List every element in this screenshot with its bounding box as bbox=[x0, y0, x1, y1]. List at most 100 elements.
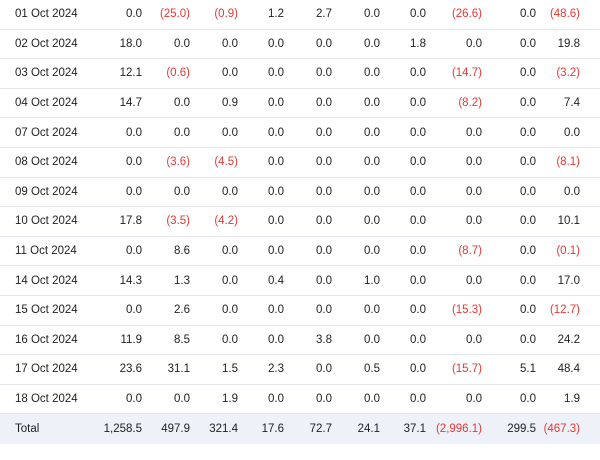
table-cell: 31.1 bbox=[167, 363, 190, 376]
table-cell: 0.0 bbox=[316, 37, 332, 50]
table-cell: 1.9 bbox=[222, 393, 238, 406]
table-row: 03 Oct 2024 12.1 (0.6) 0.0 0.0 0.0 0.0 0.0 (14.7… bbox=[0, 59, 600, 89]
table-cell: 0.0 bbox=[520, 215, 536, 228]
table-cell: 0.0 bbox=[410, 185, 426, 198]
table-row: 07 Oct 2024 0.0 0.0 0.0 0.0 0.0 0.0 0.0 0.0 0.0 0.… bbox=[0, 118, 600, 148]
table-cell: 0.0 bbox=[364, 156, 380, 169]
table-cell: (4.5) bbox=[214, 156, 238, 169]
table-cell: 0.0 bbox=[268, 37, 284, 50]
table-row: 04 Oct 2024 14.7 0.0 0.9 0.0 0.0 0.0 0.0 (8.2) 0.… bbox=[0, 89, 600, 119]
table-cell: 0.0 bbox=[410, 97, 426, 110]
row-date: 10 Oct 2024 bbox=[15, 215, 78, 228]
table-cell: 0.0 bbox=[316, 67, 332, 80]
table-cell: 0.0 bbox=[126, 185, 142, 198]
table-cell: 0.0 bbox=[466, 185, 482, 198]
table-cell: 0.0 bbox=[410, 245, 426, 258]
table-cell: 1.3 bbox=[174, 274, 190, 287]
table-cell: 0.0 bbox=[222, 67, 238, 80]
table-cell: 0.0 bbox=[520, 274, 536, 287]
total-cell: 1,258.5 bbox=[103, 423, 142, 436]
table-row: 01 Oct 2024 0.0 (25.0) (0.9) 1.2 2.7 0.0 0.0 (26… bbox=[0, 0, 600, 30]
table-cell: 0.0 bbox=[268, 126, 284, 139]
table-cell: 0.0 bbox=[520, 126, 536, 139]
table-row: 02 Oct 2024 18.0 0.0 0.0 0.0 0.0 0.0 1.8 0.0 0.0 1… bbox=[0, 30, 600, 60]
table-cell: 0.0 bbox=[466, 333, 482, 346]
table-cell: 0.0 bbox=[268, 393, 284, 406]
table-cell: 48.4 bbox=[557, 363, 580, 376]
table-cell: 0.0 bbox=[520, 97, 536, 110]
table-row: 14 Oct 2024 14.3 1.3 0.0 0.4 0.0 1.0 0.0 0.0 0.0 1… bbox=[0, 266, 600, 296]
table-row: 09 Oct 2024 0.0 0.0 0.0 0.0 0.0 0.0 0.0 0.0 0.0 0.… bbox=[0, 178, 600, 208]
table-cell: 0.0 bbox=[316, 185, 332, 198]
table-cell: 0.0 bbox=[126, 245, 142, 258]
table-cell: 0.0 bbox=[222, 37, 238, 50]
row-date: 16 Oct 2024 bbox=[15, 333, 78, 346]
table-cell: 0.0 bbox=[174, 126, 190, 139]
table-cell: 0.0 bbox=[316, 126, 332, 139]
table-cell: 0.0 bbox=[364, 8, 380, 21]
table-cell: 0.0 bbox=[520, 185, 536, 198]
table-cell: (0.1) bbox=[556, 245, 580, 258]
row-date: 15 Oct 2024 bbox=[15, 304, 78, 317]
table-cell: 0.0 bbox=[410, 126, 426, 139]
table-cell: (3.6) bbox=[166, 156, 190, 169]
total-row: Total 1,258.5 497.9 321.4 17.6 72.7 24.1 37.1 (2… bbox=[0, 414, 600, 445]
table-cell: 0.0 bbox=[316, 274, 332, 287]
table-cell: 5.1 bbox=[520, 363, 536, 376]
table-row: 11 Oct 2024 0.0 8.6 0.0 0.0 0.0 0.0 0.0 (8.7) 0.0… bbox=[0, 237, 600, 267]
table-cell: 0.0 bbox=[316, 304, 332, 317]
table-cell: 0.0 bbox=[410, 333, 426, 346]
table-cell: 0.0 bbox=[316, 97, 332, 110]
table-cell: 0.0 bbox=[410, 393, 426, 406]
table-cell: 0.0 bbox=[466, 215, 482, 228]
table-cell: 18.0 bbox=[119, 37, 142, 50]
table-cell: 0.0 bbox=[316, 393, 332, 406]
table-cell: 0.0 bbox=[410, 363, 426, 376]
table-cell: 17.8 bbox=[119, 215, 142, 228]
table-cell: 0.0 bbox=[466, 274, 482, 287]
total-cell: 72.7 bbox=[309, 423, 332, 436]
table-cell: 0.0 bbox=[520, 67, 536, 80]
table-cell: 11.9 bbox=[120, 333, 142, 346]
table-cell: 2.6 bbox=[174, 304, 190, 317]
table-cell: 0.0 bbox=[520, 393, 536, 406]
table-cell: 1.0 bbox=[364, 274, 380, 287]
table-cell: 1.2 bbox=[268, 8, 284, 21]
table-cell: 0.0 bbox=[222, 274, 238, 287]
table-cell: 0.0 bbox=[222, 185, 238, 198]
table-cell: 0.0 bbox=[268, 185, 284, 198]
table-cell: 0.0 bbox=[466, 156, 482, 169]
table-cell: (0.6) bbox=[166, 67, 190, 80]
table-cell: 23.6 bbox=[119, 363, 142, 376]
table-cell: 1.8 bbox=[410, 37, 426, 50]
table-cell: 0.0 bbox=[364, 304, 380, 317]
table-cell: (8.1) bbox=[556, 156, 580, 169]
table-cell: 0.0 bbox=[364, 37, 380, 50]
total-label: Total bbox=[15, 423, 40, 436]
row-date: 14 Oct 2024 bbox=[15, 274, 78, 287]
table-cell: 0.0 bbox=[364, 185, 380, 198]
table-cell: (4.2) bbox=[214, 215, 238, 228]
row-date: 11 Oct 2024 bbox=[15, 245, 77, 258]
row-date: 18 Oct 2024 bbox=[15, 393, 78, 406]
table-row: 15 Oct 2024 0.0 2.6 0.0 0.0 0.0 0.0 0.0 (15.3) 0.… bbox=[0, 296, 600, 326]
table-cell: 0.0 bbox=[174, 97, 190, 110]
table-cell: 0.0 bbox=[520, 37, 536, 50]
table-cell: 0.0 bbox=[222, 245, 238, 258]
table-cell: (25.0) bbox=[159, 8, 190, 21]
table-cell: 0.0 bbox=[268, 245, 284, 258]
table-cell: 0.0 bbox=[466, 37, 482, 50]
row-date: 02 Oct 2024 bbox=[15, 37, 78, 50]
total-cell: 497.9 bbox=[161, 423, 190, 436]
table-row: 17 Oct 2024 23.6 31.1 1.5 2.3 0.0 0.5 0.0 (15.7)… bbox=[0, 355, 600, 385]
data-table: 01 Oct 2024 0.0 (25.0) (0.9) 1.2 2.7 0.0 0.0 (26… bbox=[0, 0, 600, 445]
table-cell: (15.3) bbox=[451, 304, 482, 317]
table-cell: (15.7) bbox=[451, 363, 482, 376]
table-row: 16 Oct 2024 11.9 8.5 0.0 0.0 3.8 0.0 0.0 0.0 0.0 2… bbox=[0, 326, 600, 356]
table-cell: 0.0 bbox=[520, 333, 536, 346]
table-cell: 14.7 bbox=[119, 97, 142, 110]
table-cell: 19.8 bbox=[557, 37, 580, 50]
table-cell: 0.0 bbox=[268, 333, 284, 346]
table-cell: 0.0 bbox=[410, 215, 426, 228]
table-cell: 0.0 bbox=[364, 67, 380, 80]
